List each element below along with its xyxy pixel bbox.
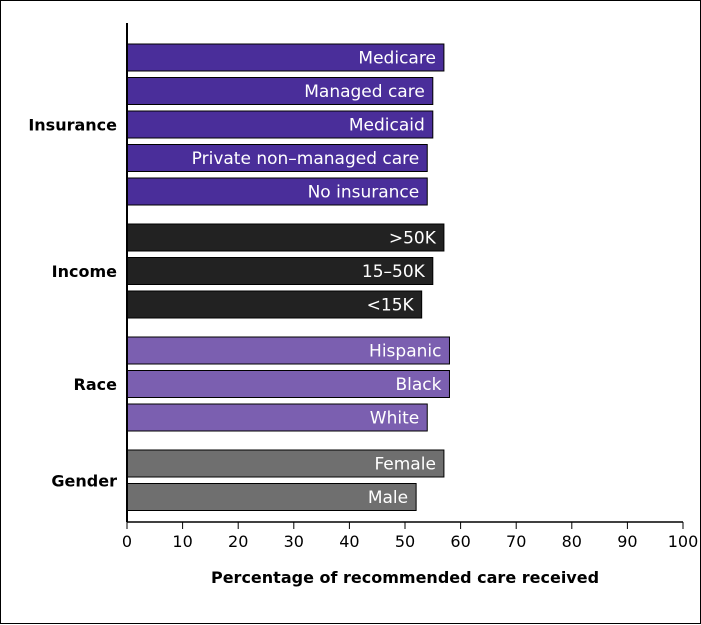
bar [126, 43, 445, 72]
x-tick-label: 50 [395, 532, 415, 551]
bar-label: Black [395, 375, 441, 395]
group-label: Insurance [28, 116, 117, 135]
bar [126, 144, 428, 172]
bar-label: No insurance [308, 183, 420, 203]
bar [126, 177, 428, 206]
bar-label: Female [374, 455, 435, 475]
x-tick-label: 0 [122, 532, 132, 551]
x-axis-title: Percentage of recommended care received [211, 568, 599, 587]
bar [126, 403, 428, 432]
bar [126, 110, 434, 139]
bar [126, 483, 417, 511]
group-label: Race [74, 375, 118, 394]
bar-label: >50K [389, 229, 437, 249]
x-tick-label: 40 [339, 532, 359, 551]
x-tick-label: 20 [228, 532, 248, 551]
bar [126, 370, 450, 398]
bar-label: White [370, 409, 419, 429]
bar-label: Private non–managed care [192, 149, 420, 169]
x-tick-label: 60 [450, 532, 470, 551]
bar [126, 77, 434, 105]
x-tick-label: 80 [562, 532, 582, 551]
x-tick-label: 90 [617, 532, 637, 551]
bar-label: 15–50K [362, 262, 426, 282]
bar [126, 449, 445, 478]
bar [126, 257, 434, 285]
x-tick-label: 70 [506, 532, 526, 551]
x-tick-label: 30 [284, 532, 304, 551]
bar-label: Medicaid [349, 116, 425, 136]
bar-label: <15K [367, 296, 415, 316]
bar-label: Male [368, 488, 408, 508]
bar-label: Managed care [304, 82, 425, 102]
bar-label: Medicare [358, 49, 435, 69]
bar-label: Hispanic [369, 342, 441, 362]
group-label: Gender [51, 471, 117, 490]
x-tick-label: 100 [668, 532, 699, 551]
x-tick-label: 10 [172, 532, 192, 551]
group-label: Income [52, 262, 117, 281]
